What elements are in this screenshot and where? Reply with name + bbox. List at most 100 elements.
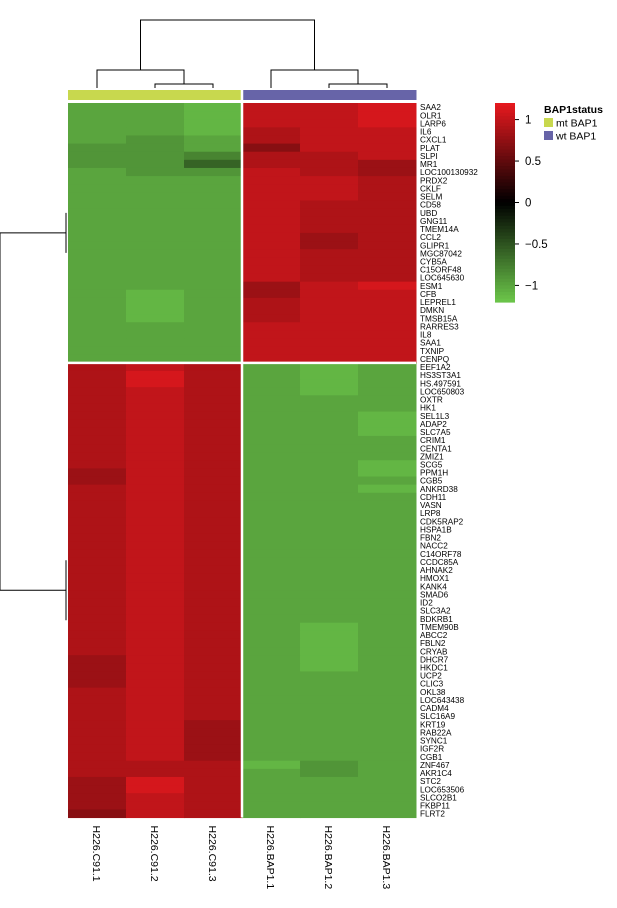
heatmap-cell (300, 403, 359, 413)
heatmap-cell (68, 257, 127, 266)
row-label: LOC100130932 (420, 168, 478, 177)
heatmap-cell (126, 411, 185, 421)
colorbar-step (495, 202, 515, 207)
heatmap-cell (358, 525, 417, 534)
heatmap-cell (126, 435, 185, 445)
heatmap-cell (184, 119, 243, 128)
colorbar-step (495, 142, 515, 147)
heatmap-cell (358, 622, 417, 632)
heatmap-cell (242, 565, 301, 575)
heatmap-cell (184, 427, 243, 437)
heatmap-cell (358, 533, 417, 542)
heatmap-cell (68, 785, 127, 794)
heatmap-cell (184, 444, 243, 453)
heatmap-cell (68, 370, 127, 380)
annotation-bar (68, 90, 417, 100)
heatmap-cell (68, 500, 127, 510)
heatmap-cell (358, 143, 417, 153)
row-label: DHCR7 (420, 655, 449, 664)
heatmap-cell (300, 630, 359, 640)
heatmap-cell (126, 265, 185, 275)
annotation-cell (184, 90, 243, 100)
heatmap-cell (68, 111, 127, 120)
row-label: SLC3A2 (420, 607, 451, 616)
row-label: CRIM1 (420, 436, 446, 445)
heatmap-cell (300, 687, 359, 697)
heatmap-cell (126, 249, 185, 258)
heatmap-cell (242, 435, 301, 445)
heatmap-cell (358, 703, 417, 713)
heatmap-cell (68, 216, 127, 226)
heatmap-cell (300, 314, 359, 323)
row-label: GLIPR1 (420, 241, 450, 250)
heatmap-cell (126, 281, 185, 291)
heatmap-cell (184, 736, 243, 745)
row-label: ANKRD38 (420, 485, 458, 494)
heatmap-cell (184, 435, 243, 445)
heatmap-cell (68, 614, 127, 624)
heatmap-cell (126, 176, 185, 185)
heatmap-cell (358, 281, 417, 291)
heatmap-cell (68, 752, 127, 762)
row-label: LOC643438 (420, 696, 465, 705)
row-label: KRT19 (420, 720, 446, 729)
heatmap-cell (68, 297, 127, 307)
heatmap-cell (242, 127, 301, 136)
row-label: CGB5 (420, 477, 443, 486)
colorbar-step (495, 242, 515, 247)
legend-title: BAP1status (544, 104, 603, 116)
heatmap-cell (126, 103, 185, 112)
row-label: RAB22A (420, 728, 452, 737)
heatmap-cell (242, 103, 301, 112)
heatmap-cell (68, 541, 127, 551)
heatmap-cell (184, 111, 243, 120)
heatmap-cell (358, 224, 417, 234)
heatmap-cell (184, 679, 243, 689)
heatmap-cell (300, 565, 359, 575)
heatmap-cell (300, 703, 359, 713)
heatmap-cell (358, 289, 417, 299)
heatmap-cell (184, 387, 243, 396)
heatmap-cell (358, 379, 417, 388)
heatmap-cell (242, 752, 301, 762)
heatmap-cell (184, 468, 243, 478)
heatmap-cell (184, 606, 243, 616)
colorbar-step (495, 179, 515, 184)
heatmap-cell (184, 630, 243, 640)
heatmap-cell (300, 582, 359, 591)
column-label: H226.C91.3 (206, 826, 218, 882)
heatmap-cell (126, 476, 185, 486)
heatmap-cell (184, 598, 243, 607)
heatmap-cell (242, 159, 301, 169)
heatmap-cell (242, 606, 301, 616)
heatmap-cell (358, 590, 417, 599)
heatmap-cell (242, 590, 301, 599)
heatmap-cell (242, 793, 301, 802)
heatmap-cell (126, 500, 185, 510)
heatmap-cell (126, 638, 185, 648)
heatmap-cell (184, 411, 243, 421)
heatmap-cell (68, 533, 127, 542)
heatmap-cell (300, 541, 359, 551)
heatmap-cell (126, 224, 185, 234)
heatmap-cell (358, 460, 417, 469)
heatmap-cell (358, 249, 417, 258)
heatmap-cell (68, 638, 127, 648)
heatmap-cell (358, 655, 417, 664)
heatmap-cell (242, 533, 301, 542)
heatmap-cell (184, 151, 243, 161)
colorbar-step (495, 136, 515, 141)
heatmap-cell (300, 614, 359, 624)
heatmap-cell (126, 809, 185, 819)
heatmap-cell (300, 167, 359, 177)
row-label: LEPREL1 (420, 298, 456, 307)
colorbar-step (495, 152, 515, 157)
heatmap-cell (184, 103, 243, 112)
heatmap-cell (242, 387, 301, 396)
dendrogram-branch (154, 83, 214, 88)
heatmap-cell (126, 533, 185, 542)
heatmap-cell (358, 565, 417, 575)
heatmap-cell (358, 297, 417, 307)
heatmap-cell (358, 208, 417, 218)
heatmap-cell (184, 476, 243, 486)
